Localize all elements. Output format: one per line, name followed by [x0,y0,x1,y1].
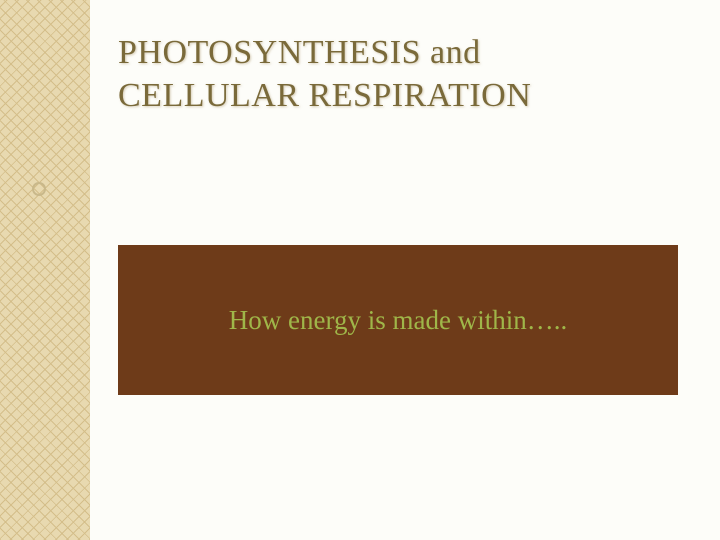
subtitle-text: How energy is made within….. [229,305,567,336]
slide: PHOTOSYNTHESIS and CELLULAR RESPIRATION … [0,0,720,540]
title-line-2: CELLULAR RESPIRATION [118,75,678,118]
title-line-1: PHOTOSYNTHESIS and [118,32,678,75]
slide-title: PHOTOSYNTHESIS and CELLULAR RESPIRATION [118,32,678,117]
pattern-sidebar [0,0,90,540]
subtitle-box: How energy is made within….. [118,245,678,395]
circle-decoration-icon [32,182,46,196]
